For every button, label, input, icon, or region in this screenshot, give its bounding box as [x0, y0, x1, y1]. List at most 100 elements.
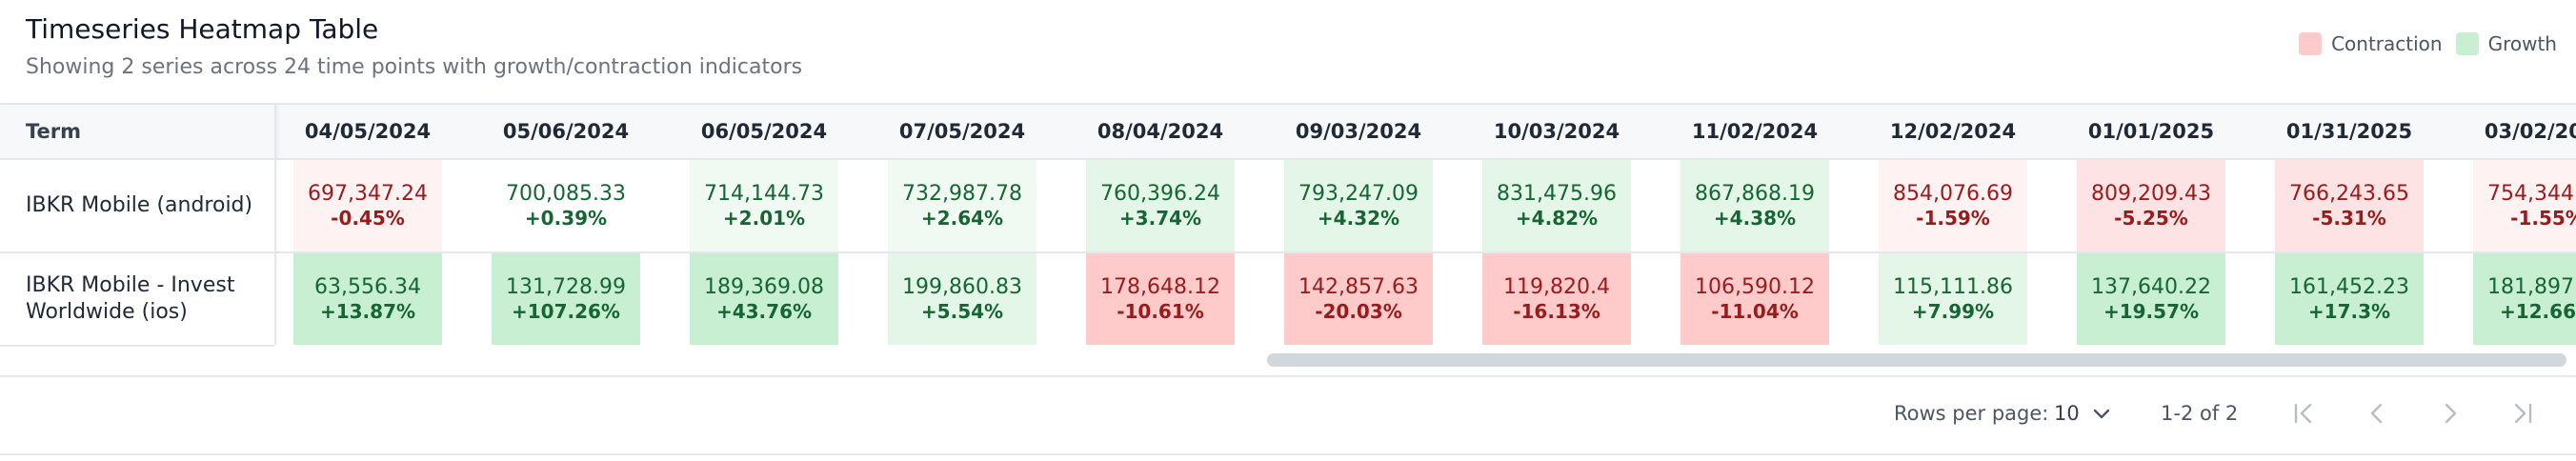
cell-change: -5.25% — [2114, 207, 2188, 230]
date-header-cell[interactable]: 09/03/2024 — [1295, 120, 1422, 143]
table-row: 697,347.24 -0.45% 700,085.33 +0.39% 714,144.… — [274, 160, 2576, 253]
legend: Contraction Growth — [2299, 32, 2557, 55]
cell-change: -5.31% — [2312, 207, 2386, 230]
cell-change: -0.45% — [331, 207, 405, 230]
cell-change: +4.32% — [1317, 207, 1400, 230]
heatmap-cell: 161,452.23 +17.3% — [2275, 253, 2424, 345]
date-header-cell[interactable]: 06/05/2024 — [700, 120, 828, 143]
cell-value: 700,085.33 — [506, 182, 626, 206]
date-header-cell[interactable]: 08/04/2024 — [1097, 120, 1224, 143]
rows-per-page-select[interactable]: 10 — [2054, 402, 2110, 425]
date-header-cell[interactable]: 03/02/2025 — [2484, 120, 2576, 143]
cell-value: 714,144.73 — [704, 182, 824, 206]
cell-value: 161,452.23 — [2289, 275, 2409, 299]
previous-page-button[interactable] — [2362, 398, 2392, 429]
rows-per-page-label: Rows per page: — [1894, 402, 2049, 425]
legend-label-contraction: Contraction — [2331, 32, 2443, 55]
cell-change: +107.26% — [512, 300, 620, 323]
cell-change: +3.74% — [1118, 207, 1202, 230]
cell-value: 189,369.08 — [704, 275, 824, 299]
cell-value: 867,868.19 — [1695, 182, 1815, 206]
cell-change: +0.39% — [524, 207, 608, 230]
table-row: 63,556.34 +13.87% 131,728.99 +107.26% 189,36… — [274, 253, 2576, 345]
cell-change: +5.54% — [920, 300, 1004, 323]
cell-value: 137,640.22 — [2091, 275, 2211, 299]
chevron-left-icon — [2370, 403, 2383, 424]
cell-change: +19.57% — [2103, 300, 2200, 323]
date-header-cell[interactable]: 12/02/2024 — [1889, 120, 2017, 143]
cell-value: 63,556.34 — [314, 275, 421, 299]
heatmap-cell: 63,556.34 +13.87% — [293, 253, 442, 345]
horizontal-scrollbar-thumb[interactable] — [1267, 353, 2566, 367]
date-header-row: 04/05/2024 05/06/2024 06/05/2024 07/05/2024… — [274, 105, 2576, 160]
heatmap-cell: 189,369.08 +43.76% — [690, 253, 838, 345]
date-header-cell[interactable]: 04/05/2024 — [304, 120, 432, 143]
date-header-cell[interactable]: 10/03/2024 — [1493, 120, 1620, 143]
cell-value: 754,344.47 — [2487, 182, 2576, 206]
heatmap-cell: 793,247.09 +4.32% — [1284, 160, 1433, 251]
term-header[interactable]: Term — [0, 105, 274, 160]
pagination-footer: Rows per page: 10 1-2 of 2 — [0, 375, 2576, 455]
legend-swatch-growth — [2455, 32, 2479, 55]
date-header-cell[interactable]: 01/01/2025 — [2087, 120, 2215, 143]
heatmap-cell: 831,475.96 +4.82% — [1482, 160, 1631, 251]
table-scroll-area[interactable]: 04/05/2024 05/06/2024 06/05/2024 07/05/2024… — [274, 105, 2576, 345]
cell-change: +2.01% — [722, 207, 806, 230]
heatmap-cell: 732,987.78 +2.64% — [888, 160, 1036, 251]
heatmap-cell: 854,076.69 -1.59% — [1879, 160, 2027, 251]
heatmap-cell: 760,396.24 +3.74% — [1086, 160, 1235, 251]
chevron-down-icon — [2093, 402, 2110, 425]
cell-change: +4.38% — [1713, 207, 1797, 230]
first-page-icon — [2294, 403, 2312, 424]
cell-value: 181,897.99 — [2487, 275, 2576, 299]
date-header-cell[interactable]: 07/05/2024 — [898, 120, 1026, 143]
heatmap-cell: 697,347.24 -0.45% — [293, 160, 442, 251]
heatmap-cell: 766,243.65 -5.31% — [2275, 160, 2424, 251]
term-label: IBKR Mobile - Invest Worldwide (ios) — [26, 273, 235, 324]
cell-value: 131,728.99 — [506, 275, 626, 299]
heatmap-cell: 106,590.12 -11.04% — [1680, 253, 1829, 345]
next-page-button[interactable] — [2435, 398, 2465, 429]
term-cell: IBKR Mobile (android) — [0, 160, 274, 253]
cell-value: 793,247.09 — [1298, 182, 1419, 206]
cell-value: 809,209.43 — [2091, 182, 2211, 206]
pagination-range: 1-2 of 2 — [2161, 402, 2239, 425]
cell-change: -16.13% — [1513, 300, 1600, 323]
cell-value: 142,857.63 — [1298, 275, 1419, 299]
page-title: Timeseries Heatmap Table — [26, 13, 379, 45]
cell-value: 199,860.83 — [902, 275, 1022, 299]
cell-value: 854,076.69 — [1893, 182, 2013, 206]
heatmap-cell: 119,820.4 -16.13% — [1482, 253, 1631, 345]
heatmap-cell: 700,085.33 +0.39% — [492, 160, 640, 251]
term-cell: IBKR Mobile - Invest Worldwide (ios) — [0, 253, 274, 347]
cell-value: 760,396.24 — [1100, 182, 1220, 206]
cell-change: +43.76% — [715, 300, 813, 323]
heatmap-cell: 199,860.83 +5.54% — [888, 253, 1036, 345]
date-header-cell[interactable]: 05/06/2024 — [502, 120, 630, 143]
cell-change: +7.99% — [1911, 300, 1995, 323]
last-page-button[interactable] — [2507, 398, 2538, 429]
heatmap-cell: 867,868.19 +4.38% — [1680, 160, 1829, 251]
first-page-button[interactable] — [2288, 398, 2319, 429]
cell-value: 697,347.24 — [308, 182, 428, 206]
heatmap-cell: 178,648.12 -10.61% — [1086, 253, 1235, 345]
cell-change: +13.87% — [319, 300, 416, 323]
cell-change: +12.66% — [2499, 300, 2576, 323]
heatmap-cell: 137,640.22 +19.57% — [2077, 253, 2225, 345]
last-page-icon — [2514, 403, 2532, 424]
chevron-right-icon — [2445, 403, 2457, 424]
heatmap-cell: 181,897.99+12.66% — [2473, 253, 2576, 345]
page-subtitle: Showing 2 series across 24 time points w… — [26, 55, 803, 79]
cell-value: 766,243.65 — [2289, 182, 2409, 206]
sticky-term-column: Term IBKR Mobile (android) IBKR Mobile -… — [0, 105, 276, 347]
cell-value: 119,820.4 — [1503, 275, 1610, 299]
heatmap-cell: 714,144.73 +2.01% — [690, 160, 838, 251]
date-header-cell[interactable]: 01/31/2025 — [2285, 120, 2413, 143]
legend-swatch-contraction — [2299, 32, 2323, 55]
cell-change: +17.3% — [2307, 300, 2391, 323]
date-header-cell[interactable]: 11/02/2024 — [1691, 120, 1819, 143]
cell-change: -1.59% — [1916, 207, 1990, 230]
cell-value: 831,475.96 — [1497, 182, 1617, 206]
heatmap-cell: 142,857.63 -20.03% — [1284, 253, 1433, 345]
cell-change: -11.04% — [1711, 300, 1799, 323]
